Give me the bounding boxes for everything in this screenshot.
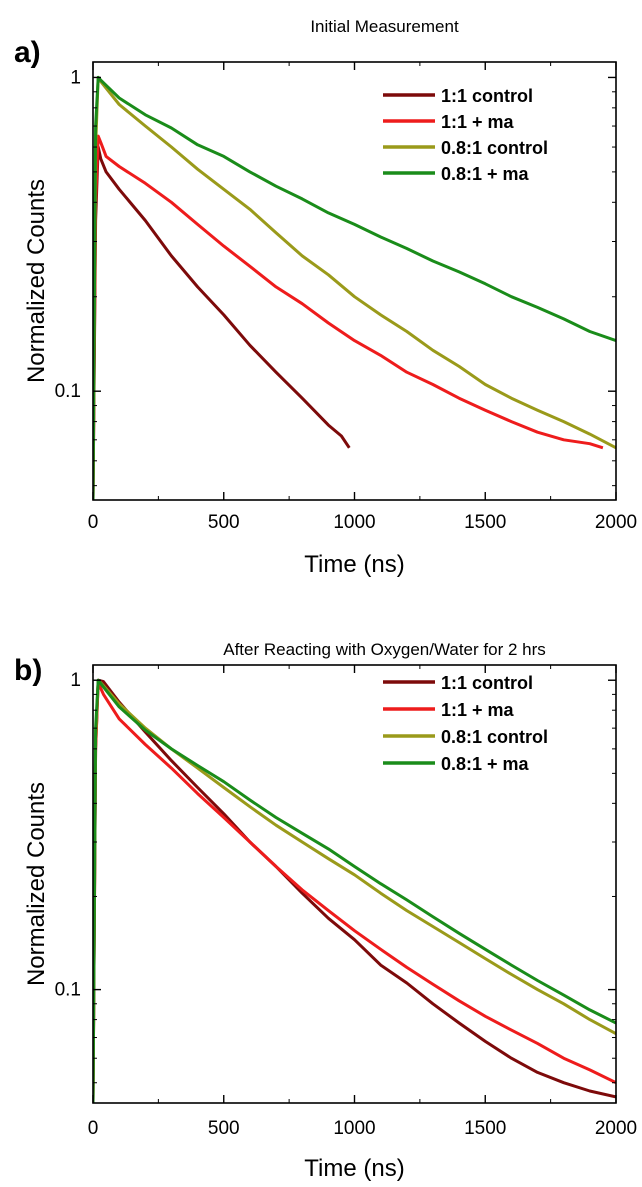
x-tick-label: 500 bbox=[208, 1118, 240, 1139]
x-tick-label: 1000 bbox=[333, 512, 375, 533]
panel-a: Initial Measurement a) 0 500 1000 1500 2000 0.1… bbox=[14, 17, 637, 578]
legend-label: 0.8:1 + ma bbox=[441, 164, 530, 184]
series-line-0-8-1-ma bbox=[93, 678, 616, 1103]
series-line-0-8-1-control bbox=[93, 678, 616, 1103]
series-line-0-8-1-ma bbox=[93, 75, 616, 500]
legend-label: 0.8:1 control bbox=[441, 727, 548, 747]
x-tick-label: 500 bbox=[208, 512, 240, 533]
x-tick-label: 1000 bbox=[333, 1118, 375, 1139]
series-line-1-1-control bbox=[93, 145, 351, 500]
chart-title: After Reacting with Oxygen/Water for 2 h… bbox=[223, 640, 546, 659]
y-axis-label: Normalized Counts bbox=[23, 179, 50, 383]
legend-label: 1:1 + ma bbox=[441, 700, 515, 720]
x-tick-label: 0 bbox=[88, 1118, 99, 1139]
legend: 1:1 control 1:1 + ma 0.8:1 control 0.8:1 + … bbox=[383, 86, 548, 184]
legend-label: 1:1 + ma bbox=[441, 112, 515, 132]
x-tick-label: 0 bbox=[88, 512, 99, 533]
x-tick-label: 1500 bbox=[464, 1118, 506, 1139]
panel-b: After Reacting with Oxygen/Water for 2 h… bbox=[14, 640, 637, 1182]
x-tick-label: 2000 bbox=[595, 1118, 637, 1139]
panel-label: b) bbox=[14, 654, 42, 687]
x-tick-label: 2000 bbox=[595, 512, 637, 533]
y-axis-label: Normalized Counts bbox=[23, 782, 50, 986]
legend-label: 0.8:1 control bbox=[441, 138, 548, 158]
legend-label: 1:1 control bbox=[441, 86, 533, 106]
x-axis-label: Time (ns) bbox=[304, 551, 404, 578]
y-tick-label: 1 bbox=[70, 670, 81, 691]
y-tick-label: 0.1 bbox=[55, 381, 81, 402]
series-line-0-8-1-control bbox=[93, 75, 616, 500]
x-axis-label: Time (ns) bbox=[304, 1155, 404, 1182]
y-tick-label: 0.1 bbox=[55, 980, 81, 1001]
chart-title: Initial Measurement bbox=[310, 17, 459, 36]
series-line-1-1-ma bbox=[93, 681, 616, 1103]
series-line-1-1-ma bbox=[93, 134, 604, 500]
legend: 1:1 control 1:1 + ma 0.8:1 control 0.8:1 + … bbox=[383, 673, 548, 774]
legend-label: 1:1 control bbox=[441, 673, 533, 693]
legend-label: 0.8:1 + ma bbox=[441, 754, 530, 774]
y-tick-label: 1 bbox=[70, 67, 81, 88]
panel-label: a) bbox=[14, 36, 41, 69]
x-tick-label: 1500 bbox=[464, 512, 506, 533]
